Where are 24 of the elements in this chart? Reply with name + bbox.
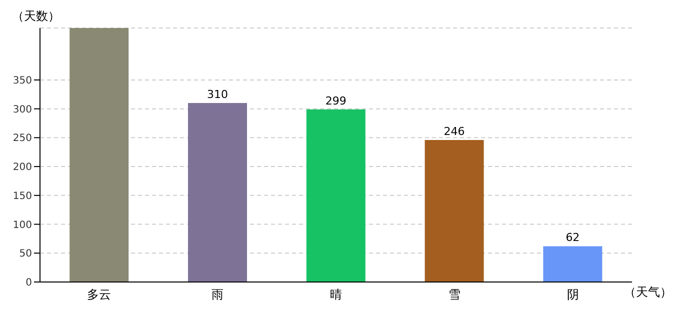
y-tick-label: 350 <box>12 76 32 87</box>
y-tick-label: 0 <box>26 278 32 289</box>
y-tick-label: 50 <box>19 248 32 260</box>
data-label: 246 <box>444 124 465 138</box>
x-tick-label: 多云 <box>87 288 112 302</box>
data-label: 299 <box>325 94 346 108</box>
y-tick-label: 100 <box>12 220 32 231</box>
x-tick-label: 阴 <box>566 288 579 302</box>
y-tick-label: 250 <box>12 133 32 144</box>
x-tick-label: 雪 <box>448 288 460 302</box>
data-label: 62 <box>566 231 580 244</box>
bar <box>70 28 129 282</box>
y-tick-label: 200 <box>12 162 32 174</box>
y-axis-title: （天数） <box>12 8 60 25</box>
y-tick-label: 300 <box>12 104 32 116</box>
data-label: 310 <box>207 88 228 102</box>
x-tick-label: 晴 <box>330 288 342 302</box>
bar <box>188 103 247 282</box>
bar <box>543 246 602 282</box>
bar <box>306 109 366 282</box>
bar <box>424 140 484 282</box>
x-tick-label: 雨 <box>212 288 224 302</box>
y-tick-label: 150 <box>12 190 32 202</box>
x-axis-title: （天气） <box>624 284 672 301</box>
